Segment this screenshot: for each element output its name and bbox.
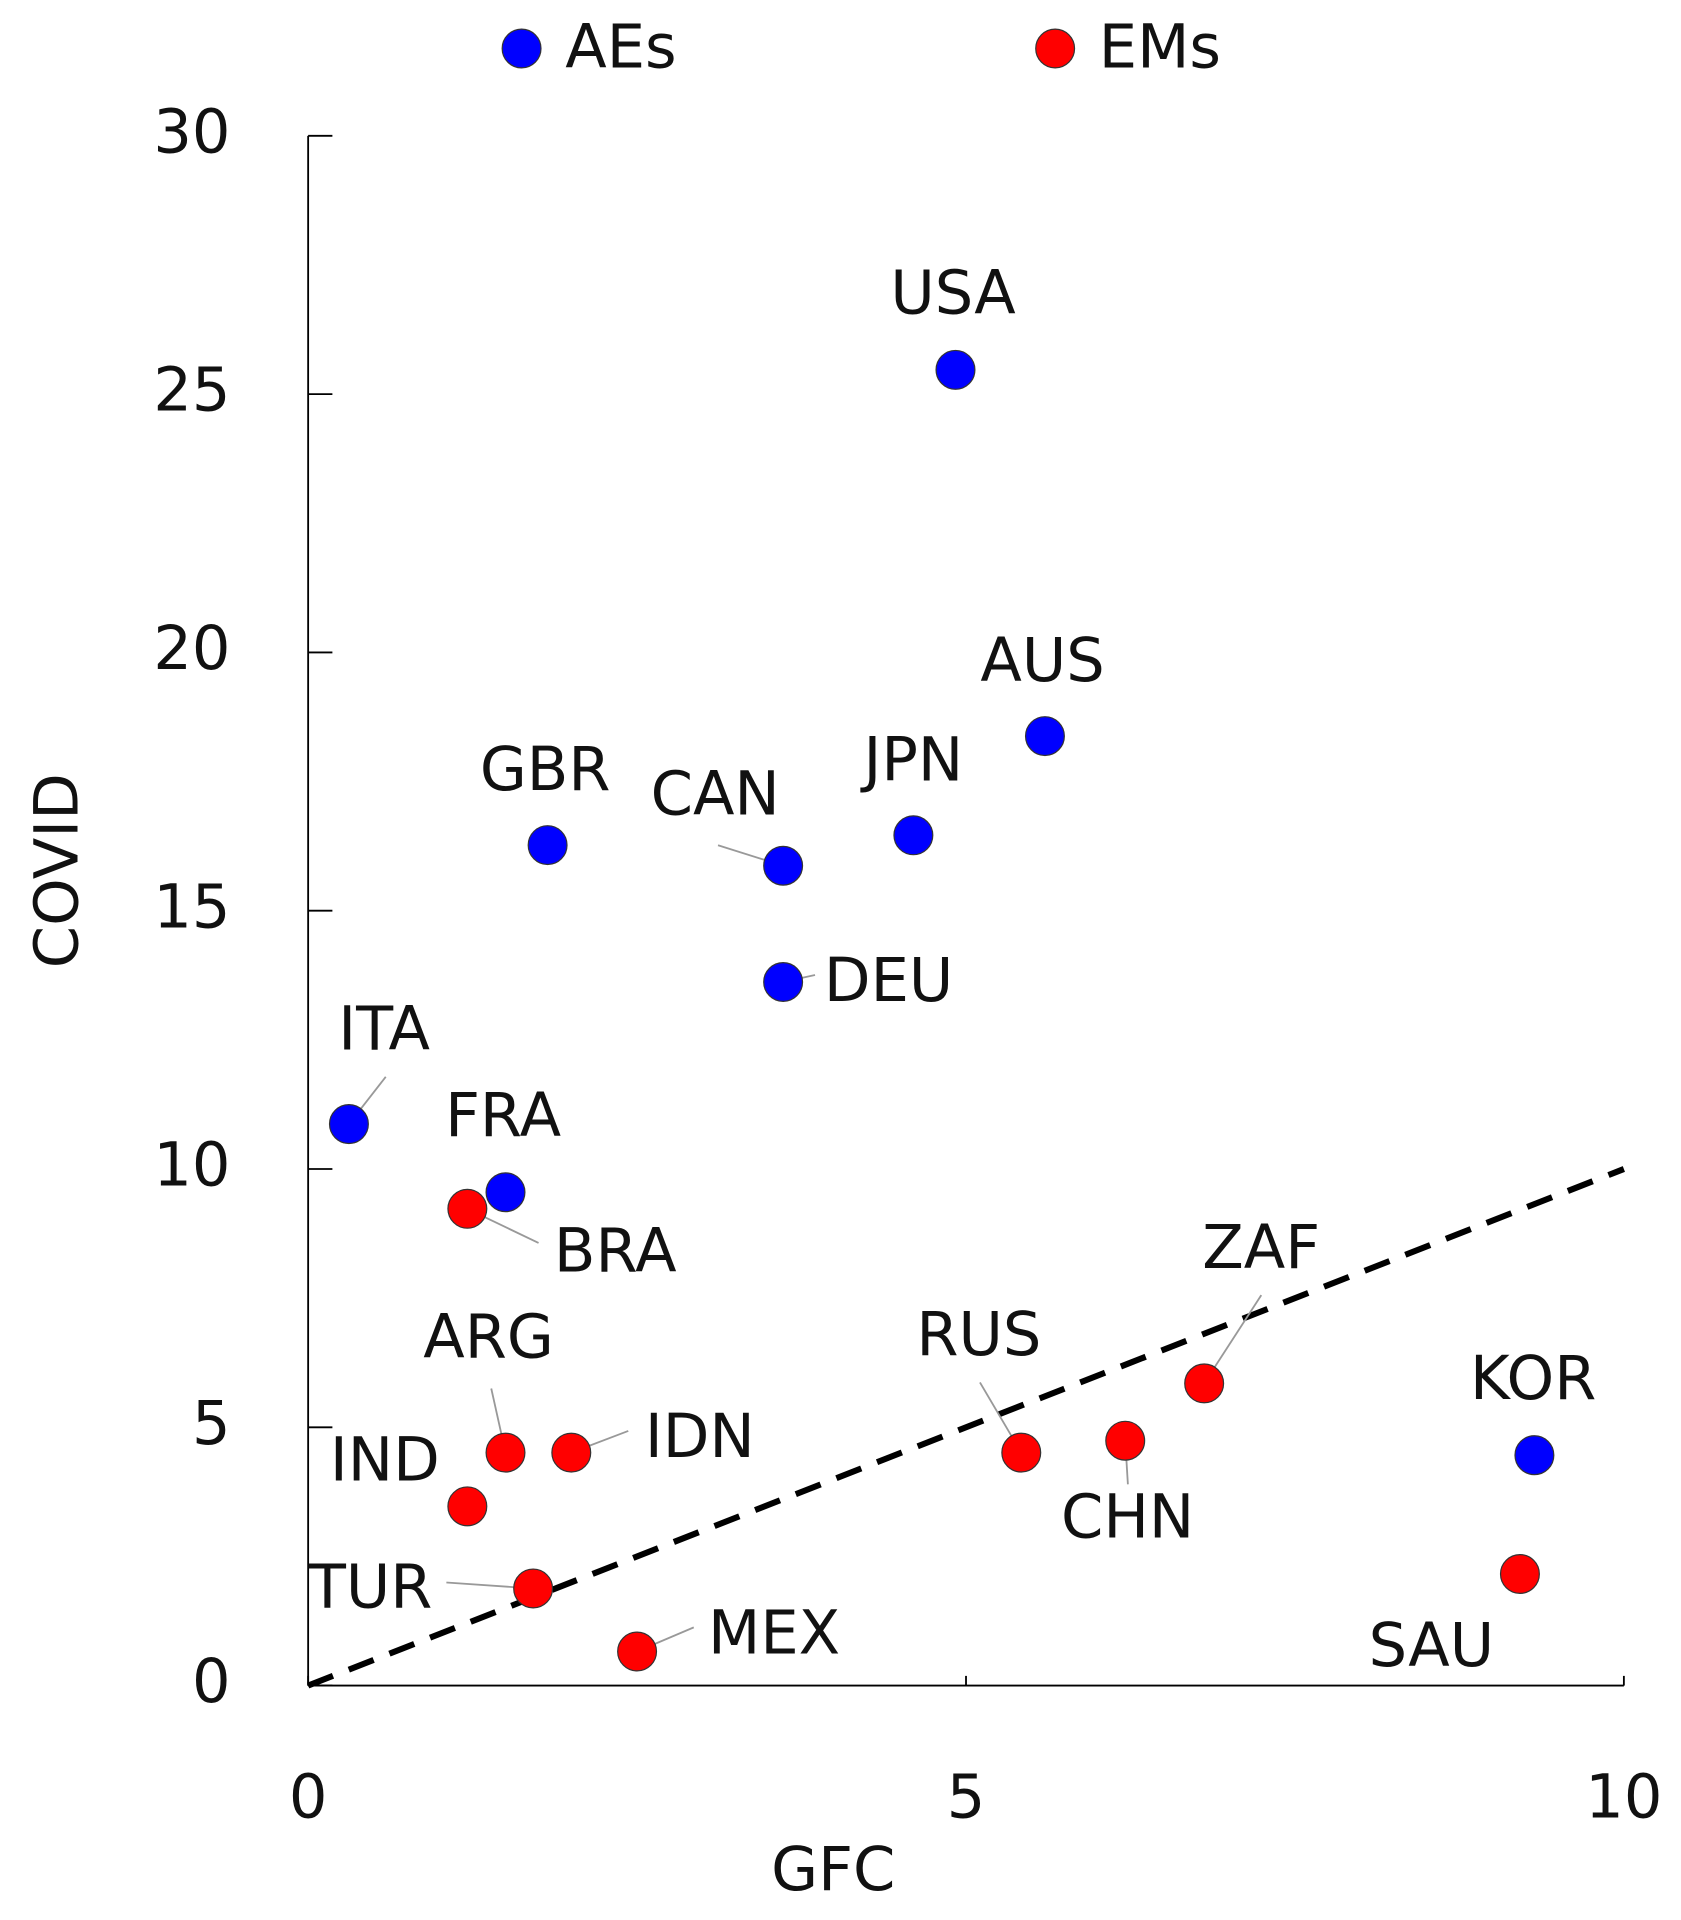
legend-label: AEs: [565, 13, 676, 83]
point-label: BRA: [554, 1216, 677, 1286]
point: [1514, 1435, 1555, 1476]
diagonal-line: [307, 1166, 1625, 1689]
x-axis-title: GFC: [771, 1835, 895, 1905]
x-tick-label: 5: [947, 1762, 986, 1832]
point: [485, 1432, 526, 1473]
point: [447, 1486, 488, 1527]
point: [617, 1631, 658, 1672]
point: [893, 815, 934, 856]
point-label: IDN: [645, 1402, 755, 1472]
point: [447, 1188, 488, 1229]
point: [1001, 1432, 1042, 1473]
legend-label: EMs: [1099, 13, 1221, 83]
point: [513, 1568, 554, 1609]
point-label: ZAF: [1202, 1213, 1320, 1283]
y-axis-title: COVID: [22, 773, 92, 968]
point: [763, 961, 804, 1003]
point-label: USA: [890, 259, 1015, 329]
legend-marker: [501, 28, 542, 69]
point: [527, 825, 568, 866]
y-tick-label: 30: [153, 97, 230, 167]
point: [328, 1104, 369, 1145]
y-tick-label: 25: [153, 356, 230, 426]
x-tick-label: 0: [289, 1762, 328, 1832]
point-label: GBR: [480, 735, 611, 805]
point: [485, 1172, 526, 1213]
y-tick-label: 0: [192, 1647, 231, 1717]
point-label: AUS: [980, 626, 1104, 696]
point: [551, 1432, 592, 1473]
point-label: FRA: [445, 1081, 561, 1151]
point-label: CAN: [651, 759, 780, 829]
point-label: RUS: [916, 1300, 1041, 1370]
y-tick-label: 5: [192, 1389, 231, 1459]
point-label: CHN: [1061, 1482, 1194, 1552]
point: [1105, 1420, 1146, 1461]
point-label: KOR: [1470, 1344, 1596, 1414]
point-label: MEX: [708, 1599, 840, 1669]
point-label: SAU: [1369, 1611, 1494, 1681]
point: [1184, 1363, 1225, 1404]
point-label: TUR: [308, 1552, 433, 1622]
point: [935, 349, 976, 390]
point-label: IND: [330, 1425, 440, 1495]
point: [1024, 716, 1065, 757]
legend-marker: [1035, 28, 1076, 69]
point-label: ITA: [338, 995, 430, 1065]
point-label: ARG: [423, 1303, 554, 1373]
y-tick-label: 10: [153, 1131, 230, 1201]
point: [1499, 1554, 1540, 1595]
point-label: DEU: [824, 946, 953, 1016]
point: [763, 845, 804, 886]
x-tick-label: 10: [1585, 1762, 1662, 1832]
y-tick-label: 20: [153, 614, 230, 684]
y-tick-label: 15: [153, 872, 230, 942]
point-label: JPN: [859, 725, 963, 795]
